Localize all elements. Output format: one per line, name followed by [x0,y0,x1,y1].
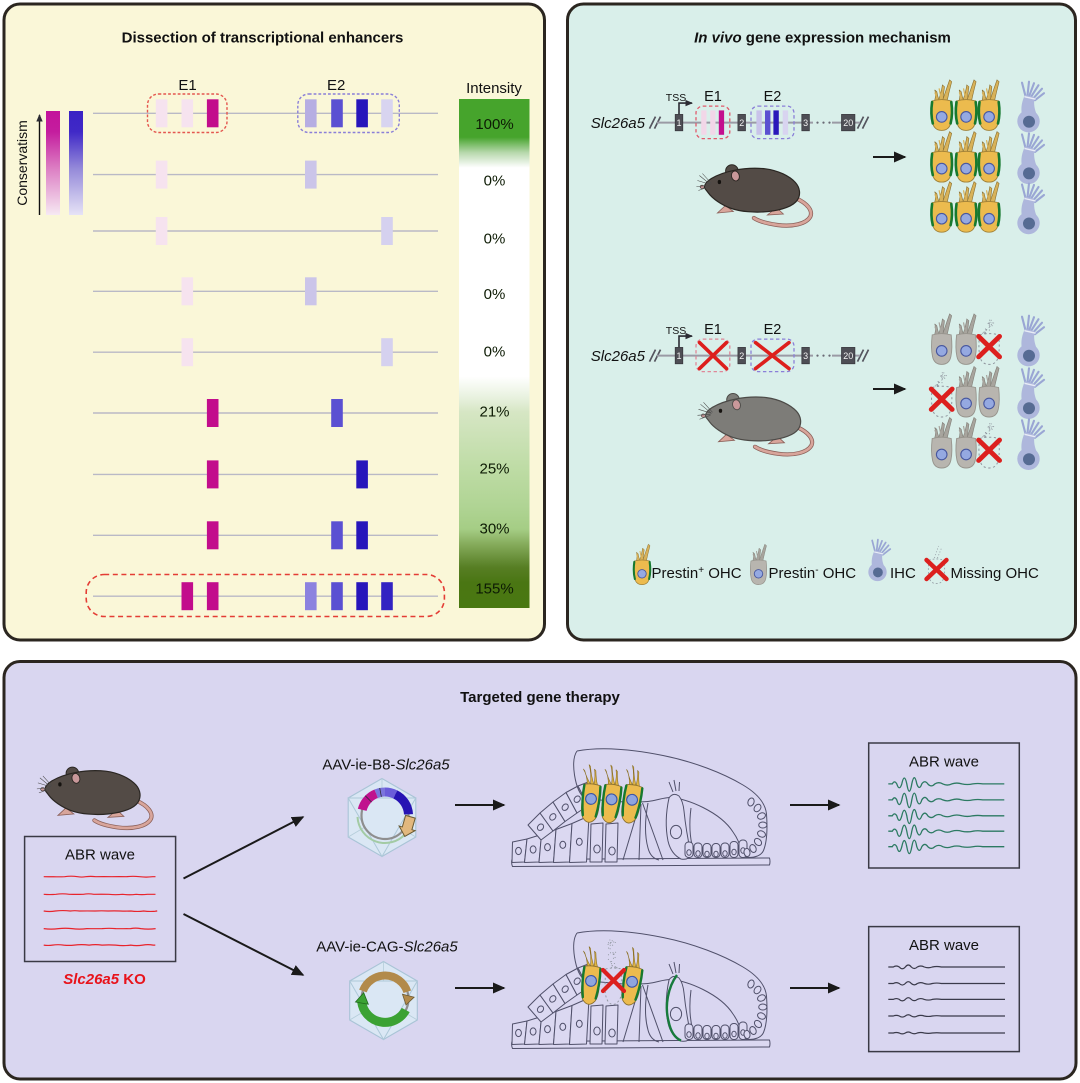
svg-text:Targeted gene therapy: Targeted gene therapy [460,689,620,706]
svg-text:Intensity: Intensity [466,80,522,97]
svg-text:1: 1 [676,351,681,361]
svg-text:155%: 155% [475,580,513,597]
svg-text:0%: 0% [484,172,506,189]
svg-text:Conservatism: Conservatism [14,120,30,206]
svg-text:In vivo gene expression mechan: In vivo gene expression mechanism [694,30,951,47]
svg-text:1: 1 [676,118,681,128]
svg-text:AAV-ie-CAG-Slc26a5: AAV-ie-CAG-Slc26a5 [316,939,458,956]
svg-text:0%: 0% [484,231,506,248]
svg-text:TSS: TSS [666,92,686,104]
svg-text:Missing OHC: Missing OHC [951,565,1040,582]
svg-text:30%: 30% [479,520,509,537]
svg-text:AAV-ie-B8-Slc26a5: AAV-ie-B8-Slc26a5 [322,757,450,774]
svg-text:20: 20 [843,118,853,128]
svg-text:ABR wave: ABR wave [909,937,979,954]
svg-text:0%: 0% [484,343,506,360]
svg-text:0%: 0% [484,286,506,303]
svg-text:Slc26a5: Slc26a5 [591,348,646,365]
svg-text:3: 3 [803,351,808,361]
svg-text:21%: 21% [479,403,509,420]
svg-text:E2: E2 [764,89,782,105]
svg-text:25%: 25% [479,460,509,477]
svg-text:E2: E2 [327,77,345,94]
svg-text:100%: 100% [475,116,513,133]
svg-text:Prestin- OHC: Prestin- OHC [769,565,857,582]
svg-text:E1: E1 [704,89,722,105]
svg-text:Slc26a5: Slc26a5 [591,115,646,132]
svg-text:Slc26a5 KO: Slc26a5 KO [63,971,146,988]
svg-text:2: 2 [739,351,744,361]
svg-text:E1: E1 [704,322,722,338]
svg-text:2: 2 [739,118,744,128]
svg-text:ABR wave: ABR wave [65,847,135,864]
svg-text:Prestin+ OHC: Prestin+ OHC [652,565,742,582]
svg-text:ABR wave: ABR wave [909,754,979,771]
svg-text:20: 20 [843,351,853,361]
svg-text:E2: E2 [764,322,782,338]
svg-text:E1: E1 [178,77,196,94]
svg-text:TSS: TSS [666,325,686,337]
svg-text:IHC: IHC [890,565,916,582]
svg-text:3: 3 [803,118,808,128]
svg-text:Dissection of transcriptional: Dissection of transcriptional enhancers [122,30,404,47]
